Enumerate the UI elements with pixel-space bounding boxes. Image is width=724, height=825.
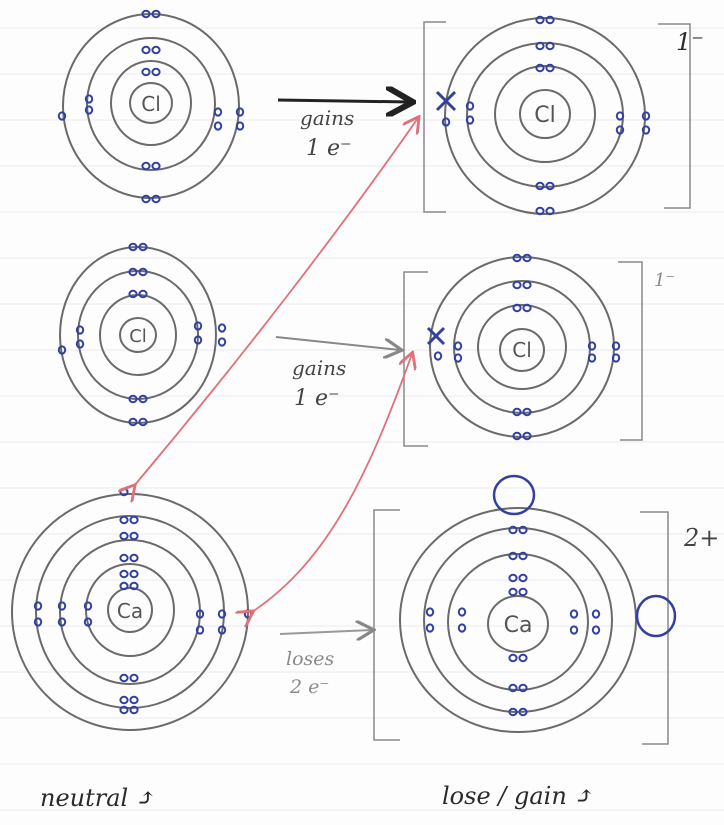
nucleus-symbol: Cl bbox=[129, 326, 147, 347]
gained-electron-cross bbox=[426, 326, 446, 346]
nucleus-symbol: Cl bbox=[141, 92, 161, 116]
atom-cl-ion-2 bbox=[429, 256, 615, 438]
nucleus-symbol: Cl bbox=[512, 338, 532, 362]
charge-label: 2+ bbox=[684, 524, 720, 552]
arrow-lose bbox=[279, 630, 372, 634]
transfer-arrow-2 bbox=[252, 354, 412, 612]
arrow-caption-line2: 1 e⁻ bbox=[306, 136, 352, 161]
footer-label-left: neutral ⤴ bbox=[40, 784, 156, 812]
footer-label-right: lose / gain ⤴ bbox=[442, 782, 595, 810]
arrow-caption-line1: gains bbox=[300, 106, 355, 130]
nucleus-symbol: Cl bbox=[534, 103, 555, 128]
arrow-caption-line1: gains bbox=[292, 356, 347, 380]
gained-electron-cross bbox=[435, 90, 457, 112]
arrow-caption-line1: loses bbox=[286, 648, 335, 670]
arrow-gain-1 bbox=[277, 100, 410, 102]
lost-electron-circle bbox=[492, 474, 536, 516]
arrow-caption-line2: 2 e⁻ bbox=[290, 676, 330, 698]
lost-electron-circle bbox=[635, 594, 677, 638]
electrons-cl-ion-1 bbox=[441, 15, 651, 216]
ion-bracket-cl-1 bbox=[423, 21, 691, 213]
nucleus-symbol: Ca bbox=[504, 613, 533, 638]
electrons-cl-ion-2 bbox=[433, 253, 621, 441]
electrons-ca-ion bbox=[425, 525, 601, 717]
transfer-arrow-1 bbox=[134, 118, 418, 486]
arrow-caption-line2: 1 e⁻ bbox=[294, 386, 340, 411]
nucleus-symbol: Ca bbox=[117, 599, 143, 623]
arrow-gain-2 bbox=[275, 336, 400, 350]
charge-label: 1⁻ bbox=[676, 28, 704, 56]
charge-label: 1⁻ bbox=[654, 270, 675, 291]
